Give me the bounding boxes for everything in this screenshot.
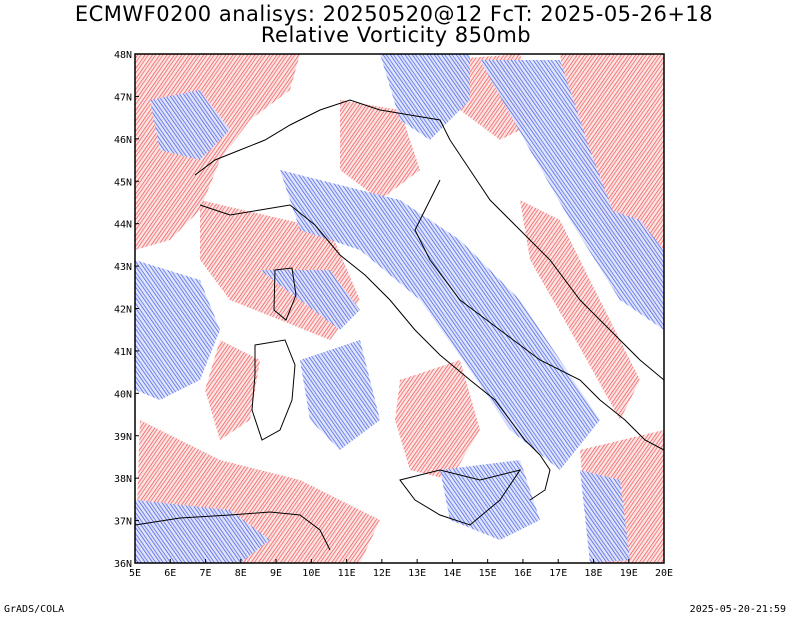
- lon-label: 20E: [655, 568, 673, 579]
- lat-label: 38N: [114, 474, 132, 485]
- title-line-2: Relative Vorticity 850mb: [260, 23, 532, 47]
- lat-label: 37N: [114, 517, 132, 528]
- lon-label: 9E: [270, 568, 282, 579]
- lon-label: 10E: [302, 568, 320, 579]
- lon-label: 6E: [164, 568, 176, 579]
- lat-label: 41N: [114, 347, 132, 358]
- title-line-1: ECMWF0200 analisys: 20250520@12 FcT: 202…: [74, 2, 714, 26]
- lon-label: 12E: [373, 568, 391, 579]
- lon-axis-labels: 5E 6E 7E 8E 9E 10E 11E 12E 13E 14E 15E 16E 17E 18E 19E…: [129, 568, 673, 579]
- lon-label: 11E: [338, 568, 356, 579]
- lat-label: 40N: [114, 389, 132, 400]
- lon-label: 17E: [549, 568, 567, 579]
- lat-label: 39N: [114, 432, 132, 443]
- lat-label: 42N: [114, 305, 132, 316]
- lat-label: 47N: [114, 92, 132, 103]
- lon-label: 5E: [129, 568, 141, 579]
- lat-label: 46N: [114, 135, 132, 146]
- lon-label: 15E: [479, 568, 497, 579]
- lat-label: 43N: [114, 262, 132, 273]
- lon-label: 8E: [235, 568, 247, 579]
- footer-timestamp: 2025-05-20-21:59: [689, 604, 786, 615]
- lon-label: 7E: [200, 568, 212, 579]
- coastlines: [135, 99, 664, 551]
- lat-label: 48N: [114, 50, 132, 61]
- lon-label: 19E: [620, 568, 638, 579]
- lon-label: 14E: [443, 568, 461, 579]
- lat-label: 45N: [114, 177, 132, 188]
- lat-label: 36N: [114, 559, 132, 570]
- lon-label: 16E: [514, 568, 532, 579]
- lat-axis-labels: 36N 37N 38N 39N 40N 41N 42N 43N 44N 45N 46N 47N 48N: [114, 50, 132, 570]
- lon-label: 18E: [584, 568, 602, 579]
- vorticity-field: [135, 54, 664, 563]
- footer-credit: GrADS/COLA: [4, 604, 65, 615]
- lon-label: 13E: [408, 568, 426, 579]
- lat-label: 44N: [114, 220, 132, 231]
